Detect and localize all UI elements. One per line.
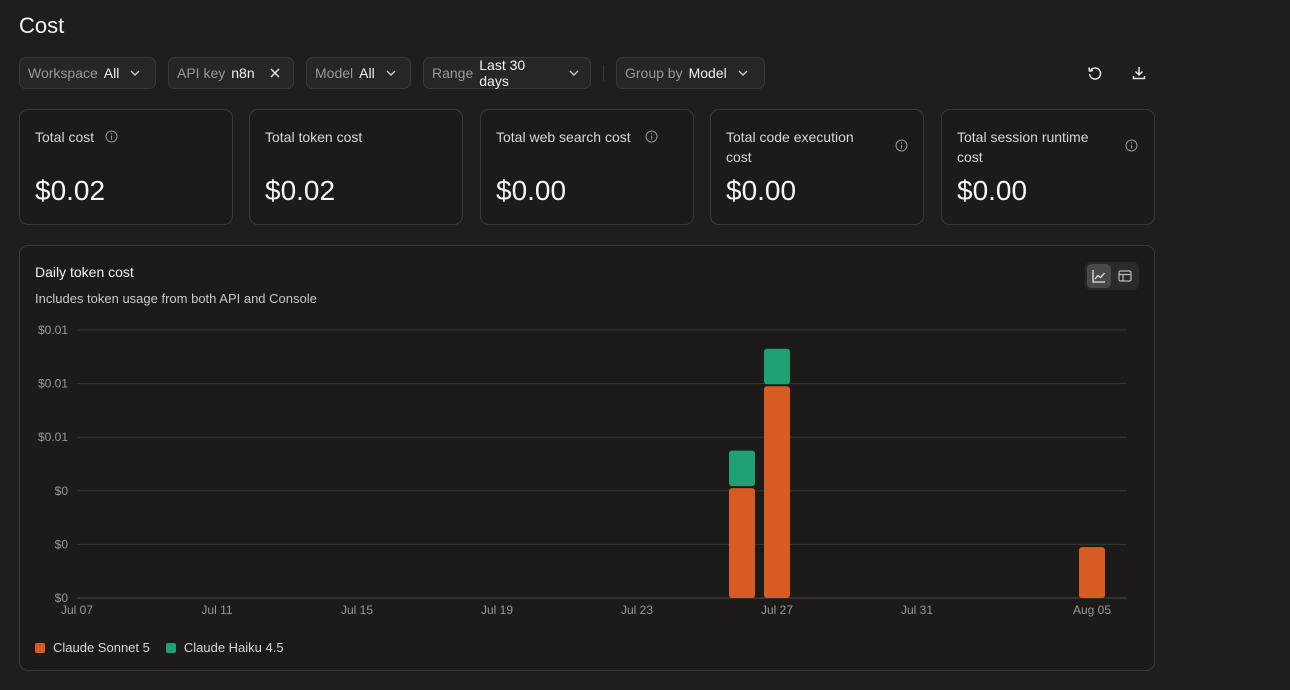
x-tick-label: Jul 23	[621, 603, 653, 617]
model-filter[interactable]: Model All	[306, 57, 411, 89]
refresh-button[interactable]	[1083, 61, 1107, 85]
legend-label: Claude Sonnet 5	[53, 640, 150, 655]
bar-segment	[729, 450, 755, 487]
y-tick-label: $0.01	[38, 377, 68, 391]
bar-segment	[764, 386, 790, 598]
x-tick-label: Jul 11	[201, 603, 232, 617]
group-by-filter-label: Group by	[625, 65, 683, 81]
chevron-down-icon	[738, 70, 748, 76]
filter-divider	[603, 65, 604, 81]
daily-token-cost-panel: Daily token cost Includes token usage fr…	[19, 245, 1155, 671]
workspace-filter-label: Workspace	[28, 65, 98, 81]
y-tick-label: $0.01	[38, 430, 68, 444]
total-code-execution-cost-card: Total code execution cost $0.00	[710, 109, 924, 225]
chart-subtitle: Includes token usage from both API and C…	[35, 291, 317, 306]
card-value: $0.02	[35, 175, 106, 206]
filter-bar: Workspace All API key n8n Model All Rang…	[19, 57, 1159, 89]
group-by-filter-value: Model	[688, 65, 727, 81]
legend-item[interactable]: Claude Haiku 4.5	[165, 640, 284, 655]
card-value: $0.00	[726, 175, 797, 206]
chevron-down-icon	[130, 70, 140, 76]
download-button[interactable]	[1127, 61, 1151, 85]
bar-segment	[764, 348, 790, 385]
x-tick-label: Jul 31	[901, 603, 933, 617]
legend-label: Claude Haiku 4.5	[183, 640, 284, 655]
x-tick-label: Aug 05	[1073, 603, 1111, 617]
y-tick-label: $0	[55, 484, 69, 498]
total-token-cost-card: Total token cost $0.02	[249, 109, 463, 225]
chevron-down-icon	[569, 70, 579, 76]
bar-segment	[729, 488, 755, 598]
table-icon	[1118, 270, 1132, 282]
line-chart-icon	[1092, 270, 1105, 283]
refresh-icon	[1088, 67, 1102, 80]
legend-swatch	[35, 642, 45, 653]
x-tick-label: Jul 07	[61, 603, 93, 617]
table-view-button[interactable]	[1113, 264, 1137, 288]
chevron-down-icon	[386, 70, 396, 76]
download-icon	[1132, 67, 1146, 80]
chart-view-toggle	[1085, 262, 1139, 290]
info-icon[interactable]	[895, 139, 908, 152]
workspace-filter[interactable]: Workspace All	[19, 57, 156, 89]
chart-view-button[interactable]	[1087, 264, 1111, 288]
model-filter-label: Model	[315, 65, 354, 81]
chart-legend: Claude Sonnet 5 Claude Haiku 4.5	[35, 640, 300, 655]
api-key-filter-label: API key	[177, 65, 226, 81]
bar-segment	[1079, 547, 1105, 598]
x-tick-label: Jul 19	[481, 603, 513, 617]
info-icon[interactable]	[105, 130, 118, 143]
range-filter-label: Range	[432, 65, 474, 81]
range-filter[interactable]: Range Last 30 days	[423, 57, 591, 89]
workspace-filter-value: All	[103, 65, 120, 81]
legend-item[interactable]: Claude Sonnet 5	[35, 640, 150, 655]
model-filter-value: All	[359, 65, 375, 81]
card-label: Total code execution cost	[726, 129, 854, 165]
legend-swatch	[165, 642, 176, 653]
range-filter-value: Last 30 days	[479, 57, 526, 89]
total-cost-card: Total cost $0.02	[19, 109, 233, 225]
total-web-search-cost-card: Total web search cost $0.00	[480, 109, 694, 225]
x-tick-label: Jul 27	[761, 603, 793, 617]
card-label: Total session runtime cost	[957, 129, 1089, 165]
daily-token-cost-chart: $0 $0 $0 $0.01 $0.01 $0.01 Jul 07 Jul 11 Jul 15 J…	[38, 323, 1127, 617]
y-tick-label: $0	[55, 591, 69, 605]
info-icon[interactable]	[1125, 139, 1138, 152]
card-label: Total cost	[35, 129, 95, 145]
page-title: Cost	[19, 13, 65, 38]
card-label: Total token cost	[265, 129, 363, 145]
y-tick-label: $0	[55, 537, 69, 551]
api-key-filter-value: n8n	[231, 65, 255, 81]
info-icon[interactable]	[645, 130, 658, 143]
clear-filter-icon[interactable]	[269, 67, 281, 79]
card-label: Total web search cost	[496, 129, 631, 145]
x-tick-label: Jul 15	[341, 603, 373, 617]
api-key-filter[interactable]: API key n8n	[168, 57, 294, 89]
card-value: $0.00	[496, 175, 567, 206]
group-by-filter[interactable]: Group by Model	[616, 57, 765, 89]
card-value: $0.00	[957, 175, 1028, 206]
y-tick-label: $0.01	[38, 323, 68, 337]
chart-title: Daily token cost	[35, 264, 134, 280]
total-session-runtime-cost-card: Total session runtime cost $0.00	[941, 109, 1155, 225]
card-value: $0.02	[265, 175, 336, 206]
